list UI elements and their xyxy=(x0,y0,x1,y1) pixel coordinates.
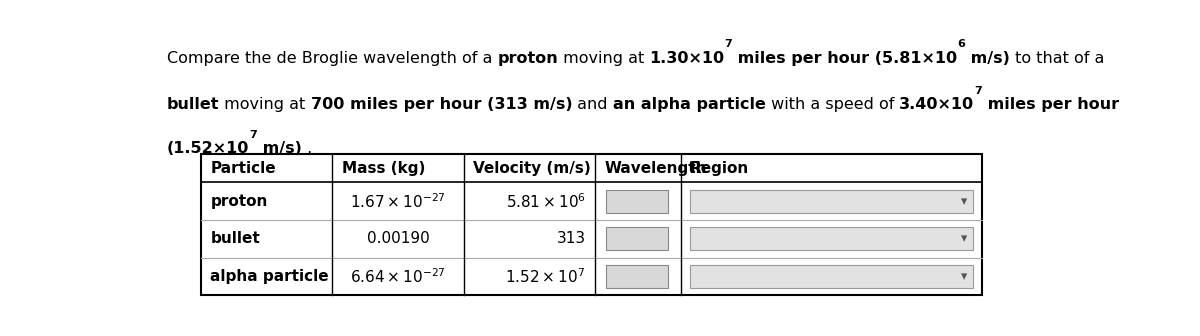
Bar xyxy=(606,227,668,250)
Text: $1.52 \times 10^{7}$: $1.52 \times 10^{7}$ xyxy=(505,267,586,286)
Text: miles per hour (5.81×10: miles per hour (5.81×10 xyxy=(732,51,958,66)
Bar xyxy=(690,190,973,213)
Text: alpha particle: alpha particle xyxy=(210,269,329,284)
Text: 0.00190: 0.00190 xyxy=(367,231,430,246)
Text: $5.81 \times 10^{6}$: $5.81 \times 10^{6}$ xyxy=(505,192,586,211)
Bar xyxy=(690,227,973,250)
Bar xyxy=(606,190,668,213)
Text: (1.52×10: (1.52×10 xyxy=(167,141,250,156)
Text: 6: 6 xyxy=(958,39,965,49)
Text: proton: proton xyxy=(210,194,268,209)
Bar xyxy=(690,265,973,288)
Text: $6.64 \times 10^{-27}$: $6.64 \times 10^{-27}$ xyxy=(350,267,446,286)
Text: an alpha particle: an alpha particle xyxy=(613,97,766,112)
Text: and: and xyxy=(572,97,613,112)
Text: bullet: bullet xyxy=(167,97,220,112)
Text: proton: proton xyxy=(497,51,558,66)
Text: 7: 7 xyxy=(250,130,257,139)
Text: Velocity (m/s): Velocity (m/s) xyxy=(473,161,590,176)
Text: m/s): m/s) xyxy=(965,51,1010,66)
Bar xyxy=(202,154,983,295)
Text: Wavelength: Wavelength xyxy=(604,161,707,176)
Text: to that of a: to that of a xyxy=(1010,51,1104,66)
Text: 700 miles per hour (313 m/s): 700 miles per hour (313 m/s) xyxy=(311,97,572,112)
Text: bullet: bullet xyxy=(210,231,260,246)
Text: moving at: moving at xyxy=(558,51,649,66)
Bar xyxy=(606,265,668,288)
Text: Mass (kg): Mass (kg) xyxy=(342,161,425,176)
Text: 7: 7 xyxy=(725,39,732,49)
Text: 3.40×10: 3.40×10 xyxy=(899,97,974,112)
Text: m/s): m/s) xyxy=(257,141,301,156)
Text: with a speed of: with a speed of xyxy=(766,97,899,112)
Text: ▾: ▾ xyxy=(961,270,967,283)
Text: Particle: Particle xyxy=(210,161,276,176)
Text: $1.67 \times 10^{-27}$: $1.67 \times 10^{-27}$ xyxy=(350,192,446,211)
Text: miles per hour: miles per hour xyxy=(982,97,1120,112)
Text: 313: 313 xyxy=(557,231,586,246)
Text: Compare the de Broglie wavelength of a: Compare the de Broglie wavelength of a xyxy=(167,51,497,66)
Text: ▾: ▾ xyxy=(961,232,967,245)
Text: moving at: moving at xyxy=(220,97,311,112)
Text: 7: 7 xyxy=(974,86,982,96)
Text: .: . xyxy=(301,141,312,156)
Text: Region: Region xyxy=(690,161,749,176)
Text: 1.30×10: 1.30×10 xyxy=(649,51,725,66)
Text: ▾: ▾ xyxy=(961,195,967,208)
